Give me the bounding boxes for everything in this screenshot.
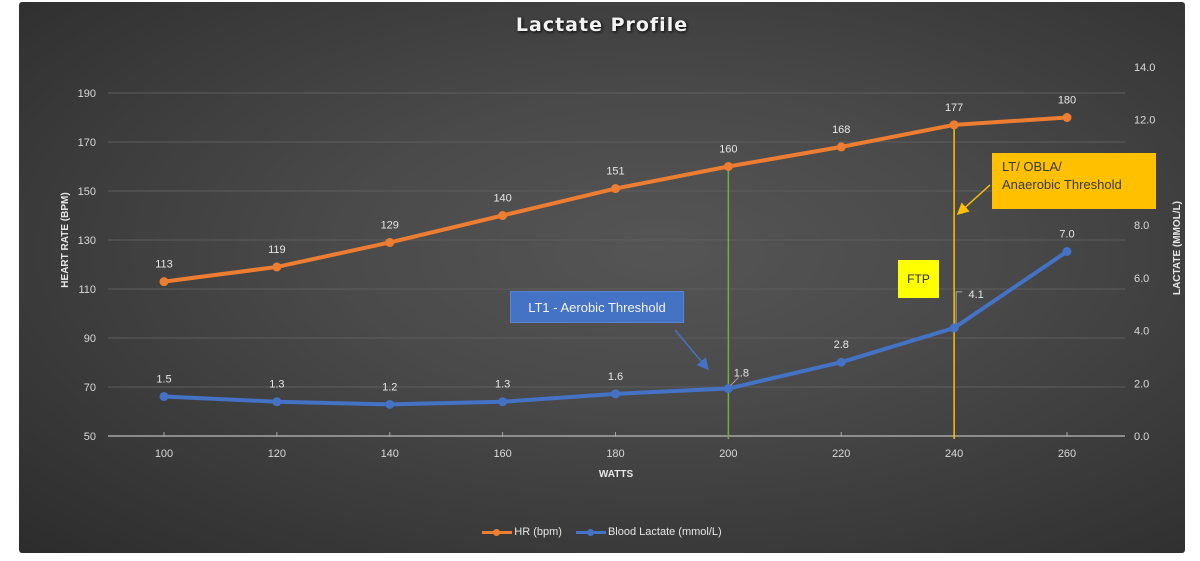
y2-tick-label: 4.0 bbox=[1134, 326, 1149, 338]
lactate-data-point[interactable] bbox=[385, 399, 395, 409]
label-leader-line bbox=[955, 291, 963, 324]
lactate-data-point[interactable] bbox=[611, 389, 620, 399]
y-axis-title: HEART RATE (BPM) bbox=[60, 192, 71, 287]
lactate-data-point[interactable] bbox=[1062, 247, 1072, 256]
y2-tick-label: 2.0 bbox=[1134, 378, 1149, 390]
lactate-data-label: 7.0 bbox=[1059, 229, 1074, 241]
lactate-data-label: 1.3 bbox=[269, 379, 284, 391]
lactate-data-label: 2.8 bbox=[834, 339, 849, 351]
y-tick-label: 130 bbox=[78, 235, 96, 247]
legend-label-hr: HR (bpm) bbox=[514, 526, 562, 538]
y-tick-label: 50 bbox=[84, 431, 96, 443]
hr-data-point[interactable] bbox=[385, 237, 395, 247]
ftp-callout-text: FTP bbox=[907, 272, 930, 286]
chart-frame: Lactate Profile 50 70 90 110 130 150 170 190 0.0… bbox=[19, 2, 1185, 553]
x-tick-label: 240 bbox=[945, 448, 963, 460]
lactate-data-point[interactable] bbox=[949, 323, 959, 333]
y-tick-label: 150 bbox=[78, 186, 96, 198]
y2-tick-label: 0.0 bbox=[1134, 431, 1149, 443]
y2-tick-label: 8.0 bbox=[1134, 220, 1149, 232]
ftp-callout: FTP bbox=[898, 260, 939, 298]
hr-data-label: 177 bbox=[945, 102, 963, 114]
hr-data-label: 168 bbox=[832, 124, 850, 136]
hr-data-label: 119 bbox=[268, 244, 286, 256]
hr-data-label: 113 bbox=[155, 259, 173, 271]
hr-data-point[interactable] bbox=[836, 142, 846, 152]
lactate-data-label: 1.8 bbox=[734, 368, 749, 380]
lt1-callout-text: LT1 - Aerobic Threshold bbox=[528, 299, 666, 315]
anaerobic-threshold-callout: LT/ OBLA/ Anaerobic Threshold bbox=[992, 153, 1156, 209]
x-tick-label: 160 bbox=[493, 448, 511, 460]
lactate-data-point[interactable] bbox=[159, 391, 169, 401]
legend-item-hr[interactable]: HR (bpm) bbox=[482, 526, 562, 538]
y2-tick-label: 6.0 bbox=[1134, 273, 1149, 285]
hr-line-marker-icon bbox=[482, 528, 513, 536]
hr-data-point[interactable] bbox=[611, 184, 620, 194]
x-tick-label: 120 bbox=[268, 448, 286, 460]
hr-data-label: 160 bbox=[719, 144, 737, 156]
hr-data-label: 129 bbox=[381, 219, 399, 231]
chart-legend: HR (bpm) Blood Lactate (mmol/L) bbox=[19, 526, 1185, 538]
y2-tick-label: 12.0 bbox=[1134, 115, 1155, 127]
hr-data-point[interactable] bbox=[272, 262, 282, 272]
lactate-data-label: 1.3 bbox=[495, 379, 510, 391]
lt2-arrow-icon bbox=[956, 184, 991, 216]
hr-data-point[interactable] bbox=[159, 277, 169, 287]
x-tick-label: 220 bbox=[832, 448, 850, 460]
x-tick-label: 100 bbox=[155, 448, 173, 460]
lactate-line-marker-icon bbox=[575, 528, 606, 536]
legend-label-lactate: Blood Lactate (mmol/L) bbox=[607, 526, 722, 538]
lactate-data-point[interactable] bbox=[836, 357, 846, 367]
lt2-callout-line1: LT/ OBLA/ bbox=[1002, 159, 1062, 174]
lactate-data-point[interactable] bbox=[723, 384, 733, 394]
hr-data-point[interactable] bbox=[498, 211, 508, 220]
y2-axis-title: LACTATE (MMOL/L) bbox=[1172, 201, 1183, 295]
y-tick-label: 90 bbox=[84, 333, 96, 345]
y-tick-label: 170 bbox=[78, 137, 96, 149]
y-tick-label: 190 bbox=[78, 88, 96, 100]
hr-data-point[interactable] bbox=[949, 120, 959, 130]
x-tick-label: 200 bbox=[719, 448, 737, 460]
lactate-data-label: 4.1 bbox=[968, 289, 983, 301]
chart-title: Lactate Profile bbox=[515, 14, 689, 36]
legend-item-lactate[interactable]: Blood Lactate (mmol/L) bbox=[575, 526, 722, 538]
lt1-arrow-icon bbox=[674, 329, 709, 371]
label-leader-line bbox=[730, 377, 739, 386]
lactate-data-label: 1.6 bbox=[608, 371, 623, 383]
x-tick-label: 180 bbox=[606, 448, 624, 460]
hr-data-point[interactable] bbox=[723, 162, 733, 171]
chart-plot-area: 50 70 90 110 130 150 170 190 0.0 2.0 4.0 6.0 8.0 12.0… bbox=[60, 62, 1183, 480]
y2-tick-label: 14.0 bbox=[1134, 62, 1155, 74]
lactate-data-point[interactable] bbox=[272, 397, 282, 407]
lt1-aerobic-threshold-callout: LT1 - Aerobic Threshold bbox=[510, 291, 684, 323]
lt2-callout-line2: Anaerobic Threshold bbox=[1002, 177, 1122, 192]
lactate-data-label: 1.2 bbox=[382, 381, 397, 393]
x-tick-label: 140 bbox=[381, 448, 399, 460]
x-axis-title: WATTS bbox=[599, 469, 634, 480]
hr-data-label: 151 bbox=[606, 166, 624, 178]
hr-data-label: 140 bbox=[493, 193, 511, 205]
y-tick-label: 110 bbox=[78, 284, 96, 296]
y-tick-label: 70 bbox=[84, 382, 96, 394]
lactate-data-label: 1.5 bbox=[156, 373, 171, 385]
hr-data-label: 180 bbox=[1058, 95, 1076, 107]
lactate-data-point[interactable] bbox=[498, 397, 508, 407]
x-tick-label: 260 bbox=[1058, 448, 1076, 460]
hr-data-point[interactable] bbox=[1062, 113, 1072, 122]
